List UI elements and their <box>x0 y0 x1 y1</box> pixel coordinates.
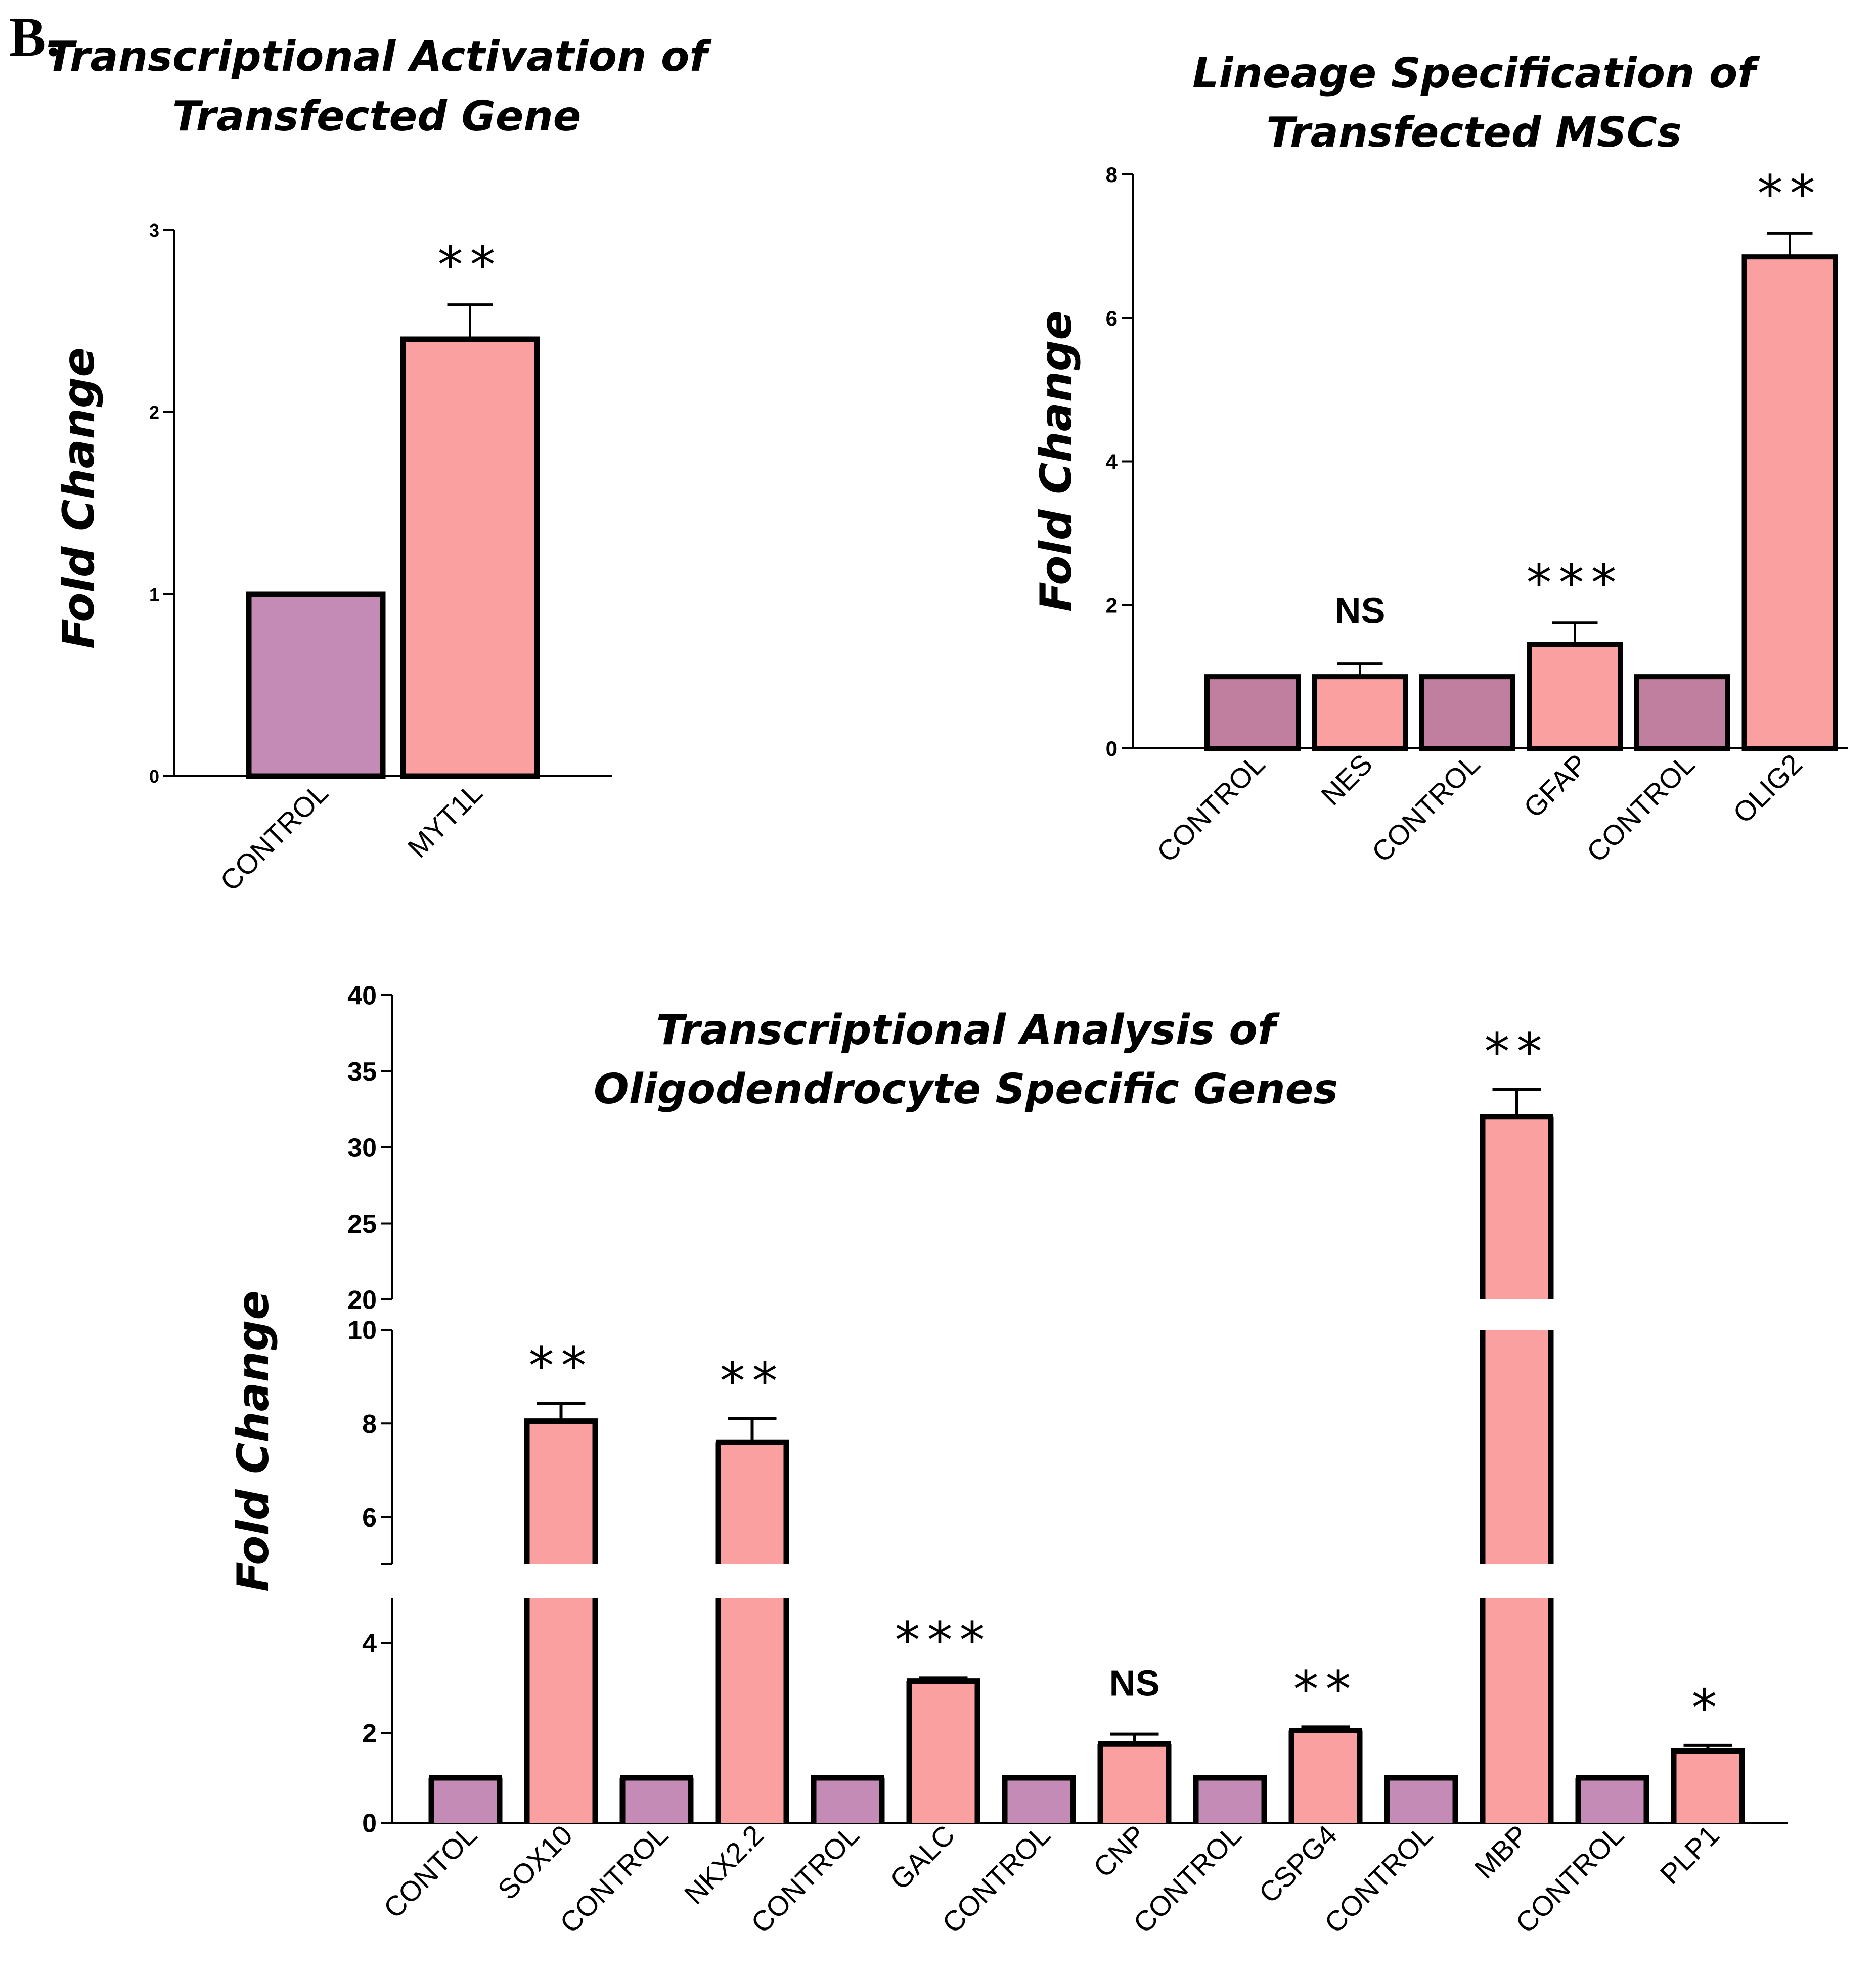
chart-title-line: Lineage Specification of <box>1192 50 1760 98</box>
significance-label: ** <box>720 1352 785 1411</box>
significance-label: NS <box>1109 1664 1159 1704</box>
x-tick-label: CONTROL <box>214 777 334 897</box>
chart-title-line: Oligodendrocyte Specific Genes <box>594 1065 1338 1113</box>
significance-label: ** <box>529 1336 594 1395</box>
significance-label: *** <box>895 1610 992 1670</box>
bar-segment <box>718 1442 786 1564</box>
chart-transcriptional-activation: Transcriptional Activation of Transfected… <box>46 33 712 897</box>
bar-segment <box>814 1778 882 1823</box>
y-tick-label: 0 <box>1106 737 1118 760</box>
bar-segment <box>909 1681 977 1823</box>
bar <box>1204 674 1301 751</box>
bar-segment <box>527 1421 595 1564</box>
y-tick-label: 2 <box>1106 593 1118 617</box>
y-tick-label: 35 <box>347 1057 377 1087</box>
y-tick-label: 0 <box>362 1809 377 1838</box>
chart-lineage-specification: Lineage Specification of Transfected MSCs… <box>1031 50 1848 868</box>
y-tick-label: 40 <box>347 981 377 1011</box>
chart-oligodendrocyte-genes: Transcriptional Analysis of Oligodendrocy… <box>228 981 1788 1939</box>
x-tick-label: GFAP <box>1517 748 1593 824</box>
x-tick-label: CONTOL <box>377 1819 483 1924</box>
y-axis-label: Fold Change <box>228 1290 279 1592</box>
bar-segment <box>1674 1750 1742 1823</box>
bar <box>1527 642 1623 751</box>
chart-title-line: Transfected MSCs <box>1266 109 1681 157</box>
panel-label: B. <box>9 6 60 68</box>
y-tick-label: 2 <box>149 402 159 423</box>
y-tick-label: 25 <box>347 1209 377 1239</box>
bar-segment <box>1100 1744 1169 1823</box>
bar-segment <box>1196 1778 1264 1823</box>
y-tick-label: 30 <box>347 1134 377 1163</box>
y-tick-label: 0 <box>149 766 159 787</box>
bar-segment <box>1387 1778 1455 1823</box>
y-tick-label: 4 <box>1106 450 1118 474</box>
bar-segment <box>1578 1778 1646 1823</box>
y-tick-label: 6 <box>1106 306 1118 330</box>
y-tick-label: 8 <box>362 1410 377 1439</box>
chart-title-line: Transfected Gene <box>172 93 582 141</box>
bar <box>1741 254 1838 751</box>
bar-segment <box>622 1778 691 1823</box>
bar-segment <box>1483 1330 1551 1564</box>
bar-segment <box>527 1598 595 1823</box>
significance-label: *** <box>1527 554 1624 613</box>
bar <box>1419 674 1515 751</box>
chart-title-line: Transcriptional Analysis of <box>656 1006 1280 1054</box>
bar-segment <box>1483 1598 1551 1823</box>
y-tick-label: 4 <box>362 1629 377 1658</box>
significance-label: ** <box>1485 1022 1549 1082</box>
x-tick-label: CONTROL <box>1150 748 1271 868</box>
x-tick-label: GALC <box>884 1819 961 1896</box>
x-tick-label: NKX2.2 <box>678 1819 770 1910</box>
x-tick-label: NES <box>1315 748 1378 812</box>
bar <box>1634 674 1730 751</box>
x-tick-label: CONTROL <box>1365 748 1486 868</box>
y-tick-label: 2 <box>362 1719 377 1748</box>
x-tick-label: MBP <box>1468 1819 1534 1884</box>
x-tick-label: MYT1L <box>401 777 488 864</box>
y-axis-label: Fold Change <box>54 347 104 649</box>
x-tick-label: SOX10 <box>492 1819 578 1906</box>
y-tick-label: 1 <box>149 584 159 605</box>
significance-label: ** <box>1758 164 1822 223</box>
significance-label: NS <box>1334 591 1385 632</box>
bar-segment <box>1483 1116 1551 1299</box>
bar-segment <box>431 1778 500 1823</box>
x-tick-label: CNP <box>1087 1819 1152 1883</box>
x-tick-label: OLIG2 <box>1727 748 1808 829</box>
significance-label: * <box>1692 1678 1724 1737</box>
y-tick-label: 20 <box>347 1286 377 1315</box>
y-axis-label: Fold Change <box>1031 310 1082 612</box>
y-tick-label: 8 <box>1106 163 1118 187</box>
bar-segment <box>718 1598 786 1823</box>
chart-title-line: Transcriptional Activation of <box>46 33 712 81</box>
x-tick-label: CONTROL <box>1580 748 1701 868</box>
bar <box>246 591 386 779</box>
y-tick-label: 10 <box>347 1316 377 1345</box>
x-tick-label: CSPG4 <box>1253 1819 1343 1909</box>
bar <box>400 336 540 779</box>
bar-segment <box>1005 1778 1073 1823</box>
significance-label: ** <box>438 236 503 295</box>
significance-label: ** <box>1293 1659 1358 1719</box>
x-tick-label: PLP1 <box>1654 1819 1725 1890</box>
y-tick-label: 3 <box>149 220 159 241</box>
y-tick-label: 6 <box>362 1503 377 1533</box>
bar <box>1312 674 1408 751</box>
bar-segment <box>1291 1730 1360 1823</box>
